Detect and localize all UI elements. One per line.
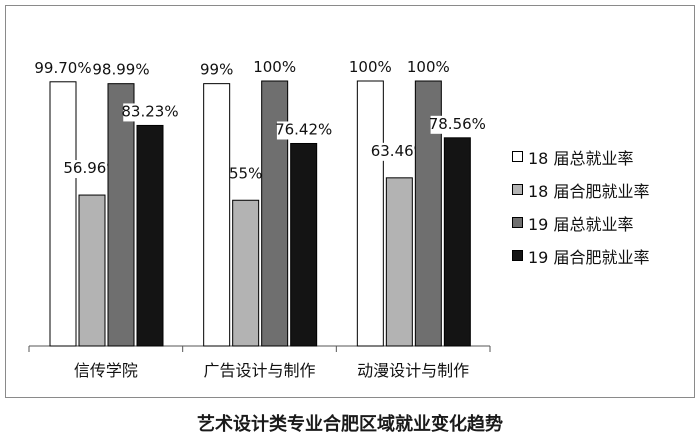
data-label-bg — [276, 121, 331, 140]
bar — [203, 83, 231, 347]
bar — [443, 137, 471, 347]
data-label: 100% — [253, 58, 296, 76]
bar — [49, 81, 77, 347]
legend-item: 18 届总就业率 — [512, 140, 649, 173]
data-label-bg — [65, 160, 119, 179]
legend: 18 届总就业率 18 届合肥就业率 19 届总就业率 19 届合肥就业率 — [512, 140, 649, 272]
data-label-bg — [372, 142, 427, 161]
data-label: 55% — [229, 164, 262, 182]
legend-item: 18 届合肥就业率 — [512, 173, 649, 206]
category-label: 信传学院 — [74, 361, 138, 380]
data-label: 99.70% — [34, 59, 91, 77]
data-label-bg — [231, 165, 261, 184]
bar — [78, 194, 106, 347]
bar — [385, 177, 413, 347]
legend-swatch — [512, 184, 523, 195]
legend-swatch — [512, 250, 523, 261]
data-label: 78.56% — [429, 115, 486, 133]
data-label-bg — [123, 103, 177, 122]
data-label: 76.42% — [275, 120, 332, 138]
legend-label: 19 届合肥就业率 — [528, 247, 650, 267]
legend-label: 19 届总就业率 — [528, 214, 634, 234]
legend-label: 18 届合肥就业率 — [528, 181, 650, 201]
bar — [232, 199, 260, 347]
bar — [290, 142, 318, 347]
data-label: 56.96% — [63, 159, 120, 177]
legend-item: 19 届总就业率 — [512, 206, 649, 239]
legend-label: 18 届总就业率 — [528, 148, 634, 168]
data-label: 98.99% — [92, 61, 149, 79]
data-label: 100% — [407, 58, 450, 76]
category-label: 动漫设计与制作 — [357, 361, 469, 380]
legend-swatch — [512, 151, 523, 162]
data-label: 99% — [200, 61, 233, 79]
data-label: 83.23% — [121, 102, 178, 120]
data-label-bg — [430, 115, 485, 134]
bar — [356, 80, 384, 347]
data-label: 100% — [349, 58, 392, 76]
category-label: 广告设计与制作 — [203, 361, 315, 380]
data-label: 63.46% — [371, 142, 428, 160]
legend-item: 19 届合肥就业率 — [512, 239, 649, 272]
legend-swatch — [512, 217, 523, 228]
chart-frame — [5, 5, 695, 398]
chart-title: 艺术设计类专业合肥区域就业变化趋势 — [197, 414, 503, 435]
bar — [107, 83, 135, 347]
bar — [136, 124, 164, 347]
